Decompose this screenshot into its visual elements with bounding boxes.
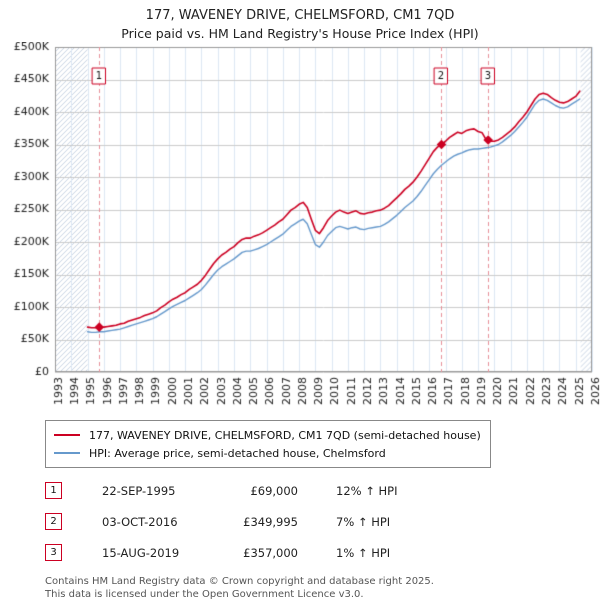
hpi-line-swatch [54,452,80,454]
transaction-date: 22-SEP-1995 [102,483,176,498]
chart-legend: 177, WAVENEY DRIVE, CHELMSFORD, CM1 7QD … [45,420,491,468]
legend-item-property: 177, WAVENEY DRIVE, CHELMSFORD, CM1 7QD … [54,426,482,444]
chart-subtitle: Price paid vs. HM Land Registry's House … [121,26,479,41]
transaction-hpi-change: 12% ↑ HPI [336,483,398,498]
transaction-hpi-change: 7% ↑ HPI [336,514,391,529]
transaction-price: £69,000 [250,483,298,498]
transaction-row: 2 03-OCT-2016 £349,995 7% ↑ HPI [45,513,600,530]
transaction-row: 1 22-SEP-1995 £69,000 12% ↑ HPI [45,482,600,499]
chart-title: 177, WAVENEY DRIVE, CHELMSFORD, CM1 7QD [145,8,455,23]
transaction-number-box: 2 [45,513,62,530]
transaction-row: 3 15-AUG-2019 £357,000 1% ↑ HPI [45,544,600,561]
legend-label-property: 177, WAVENEY DRIVE, CHELMSFORD, CM1 7QD … [89,428,481,442]
transactions-list: 1 22-SEP-1995 £69,000 12% ↑ HPI 2 03-OCT… [45,482,600,561]
transaction-number-box: 1 [45,482,62,499]
chart-header: 177, WAVENEY DRIVE, CHELMSFORD, CM1 7QD … [0,0,600,42]
transaction-hpi-change: 1% ↑ HPI [336,545,391,560]
license-footer: Contains HM Land Registry data © Crown c… [45,575,600,601]
transaction-price: £349,995 [243,514,298,529]
transaction-date: 15-AUG-2019 [102,545,180,560]
legend-item-hpi: HPI: Average price, semi-detached house,… [54,444,482,462]
transaction-price: £357,000 [243,545,298,560]
property-line-swatch [54,434,80,436]
transaction-date: 03-OCT-2016 [102,514,178,529]
legend-label-hpi: HPI: Average price, semi-detached house,… [89,446,386,460]
transaction-number-box: 3 [45,544,62,561]
footer-line-1: Contains HM Land Registry data © Crown c… [45,576,434,587]
price-history-chart [0,42,600,414]
